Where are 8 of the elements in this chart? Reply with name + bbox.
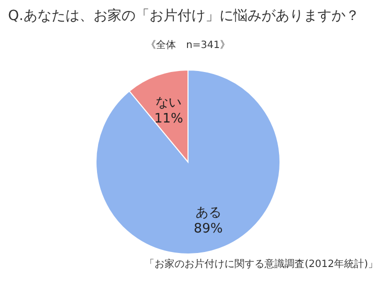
slice-label: ない bbox=[156, 95, 182, 110]
slice-label: ある bbox=[195, 205, 222, 220]
text: 「お家のお片付けに関する意識調査(2012年統計)」 bbox=[144, 258, 378, 270]
chart-title: Q.あなたは、お家の「お片付け」に悩みがありますか？ bbox=[8, 8, 360, 24]
pie-slice bbox=[96, 70, 280, 254]
data-label: 11% bbox=[154, 111, 184, 126]
chart-subtitle: 《全体 n=341》 bbox=[146, 39, 230, 51]
data-label: 89% bbox=[194, 221, 223, 236]
